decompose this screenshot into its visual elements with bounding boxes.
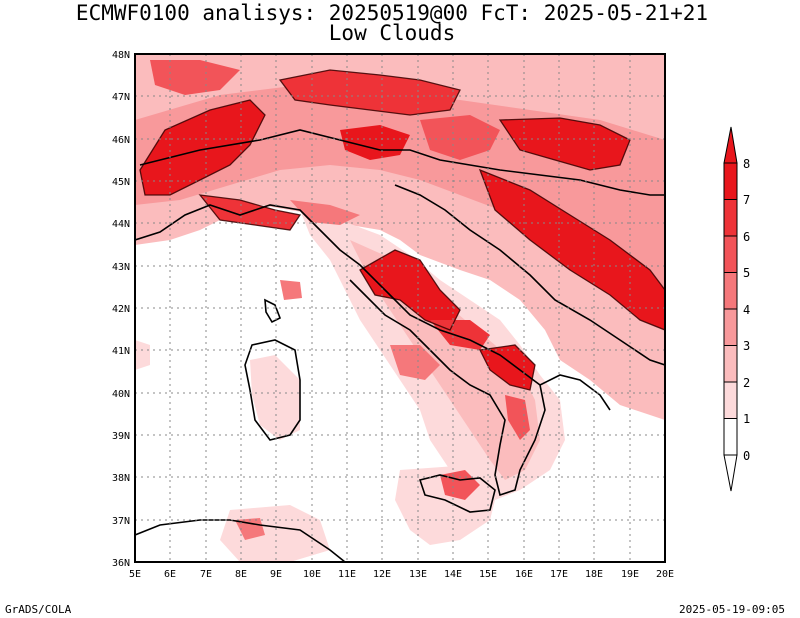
colorbar-label-1: 1 xyxy=(743,412,750,426)
colorbar-label-0: 0 xyxy=(743,449,750,463)
lon-label-19e: 19E xyxy=(621,569,639,580)
colorbar-segment-4-5 xyxy=(723,272,738,310)
lat-label-48n: 48N xyxy=(112,50,130,61)
graticule xyxy=(135,54,665,562)
lat-label-42n: 42N xyxy=(112,304,130,315)
colorbar-segment-7-8 xyxy=(723,162,738,200)
lon-label-6e: 6E xyxy=(164,569,176,580)
colorbar-segment-0-1 xyxy=(723,418,738,456)
lon-label-12e: 12E xyxy=(373,569,391,580)
lat-label-40n: 40N xyxy=(112,389,130,400)
lon-label-20e: 20E xyxy=(656,569,674,580)
lon-label-16e: 16E xyxy=(515,569,533,580)
footer-credit: GrADS/COLA xyxy=(5,603,72,616)
colorbar-segment-5-6 xyxy=(723,235,738,273)
map-title: ECMWF0100 analisys: 20250519@00 FcT: 202… xyxy=(75,1,709,25)
lon-label-11e: 11E xyxy=(338,569,356,580)
lon-axis: 5E 6E 7E 8E 9E 10E 11E 12E 13E 14E 15E 1… xyxy=(129,569,674,580)
colorbar-label-7: 7 xyxy=(743,193,750,207)
colorbar-segment-3-4 xyxy=(723,308,738,346)
lat-label-39n: 39N xyxy=(112,431,130,442)
lat-label-36n: 36N xyxy=(112,558,130,569)
colorbar-label-5: 5 xyxy=(743,266,750,280)
map-frame xyxy=(134,53,666,563)
lat-label-41n: 41N xyxy=(112,346,130,357)
colorbar-label-6: 6 xyxy=(743,230,750,244)
lat-label-43n: 43N xyxy=(112,262,130,273)
lon-label-17e: 17E xyxy=(550,569,568,580)
lat-label-37n: 37N xyxy=(112,516,130,527)
lat-label-44n: 44N xyxy=(112,219,130,230)
lon-label-9e: 9E xyxy=(270,569,282,580)
colorbar-top-arrow xyxy=(723,126,738,164)
colorbar-segment-1-2 xyxy=(723,381,738,419)
lat-label-45n: 45N xyxy=(112,177,130,188)
colorbar-segment-2-3 xyxy=(723,345,738,383)
lon-label-13e: 13E xyxy=(409,569,427,580)
lon-label-8e: 8E xyxy=(235,569,247,580)
cloud-field xyxy=(135,54,665,562)
colorbar-label-2: 2 xyxy=(743,376,750,390)
lon-label-18e: 18E xyxy=(585,569,603,580)
lat-label-38n: 38N xyxy=(112,473,130,484)
lat-label-47n: 47N xyxy=(112,92,130,103)
lat-axis: 48N 47N 46N 45N 44N 43N 42N 41N 40N 39N … xyxy=(112,50,130,569)
colorbar-label-8: 8 xyxy=(743,157,750,171)
lon-label-7e: 7E xyxy=(200,569,212,580)
footer-timestamp: 2025-05-19-09:05 xyxy=(679,603,785,616)
lon-label-14e: 14E xyxy=(444,569,462,580)
colorbar-label-4: 4 xyxy=(743,303,750,317)
colorbar-label-3: 3 xyxy=(743,339,750,353)
colorbar: 8 7 6 5 4 3 2 1 0 xyxy=(723,126,750,492)
colorbar-segment-6-7 xyxy=(723,199,738,237)
lon-label-5e: 5E xyxy=(129,569,141,580)
map-subtitle: Low Clouds xyxy=(328,21,456,45)
lat-label-46n: 46N xyxy=(112,135,130,146)
colorbar-bottom-arrow xyxy=(723,454,738,492)
lon-label-15e: 15E xyxy=(479,569,497,580)
lon-label-10e: 10E xyxy=(303,569,321,580)
